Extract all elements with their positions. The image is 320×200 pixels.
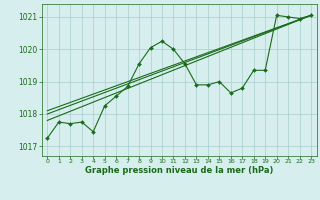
X-axis label: Graphe pression niveau de la mer (hPa): Graphe pression niveau de la mer (hPa) <box>85 166 273 175</box>
